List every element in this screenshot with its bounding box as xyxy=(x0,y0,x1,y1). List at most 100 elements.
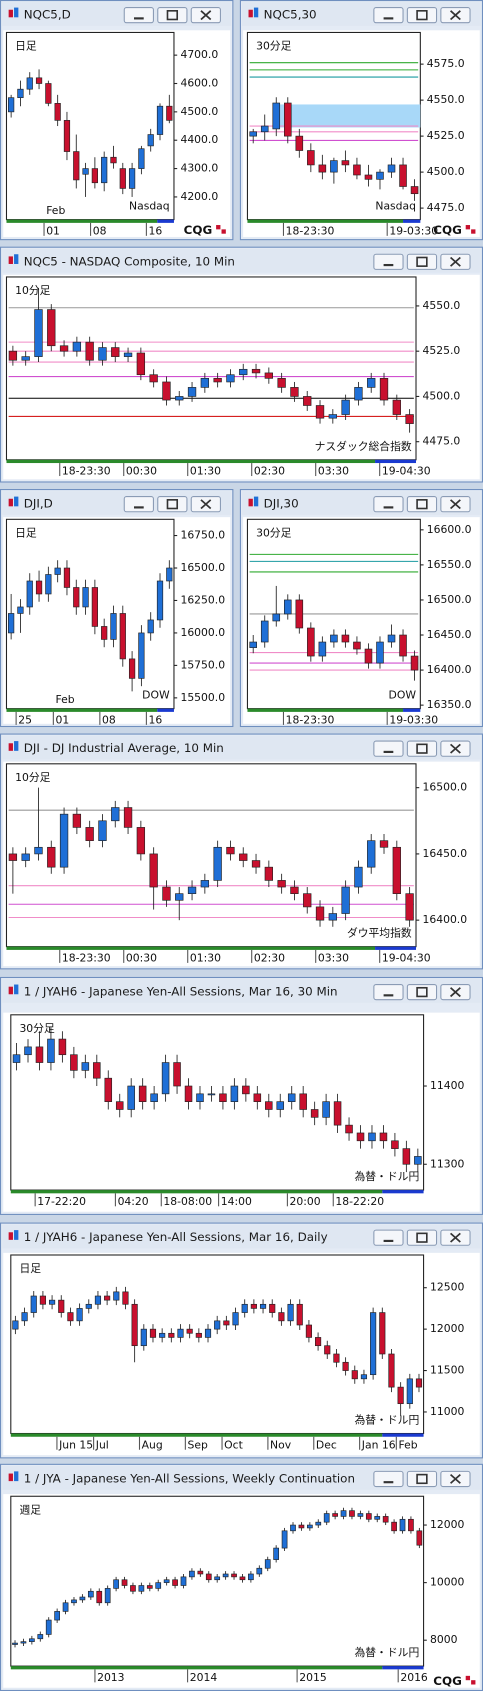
minimize-button[interactable] xyxy=(373,740,404,757)
y-tick-label: 4550.0 xyxy=(427,93,465,106)
candle-body xyxy=(24,1046,32,1056)
chart-note: ナスダック総合指数 xyxy=(315,439,412,453)
candle-body xyxy=(173,1062,181,1087)
candle-body xyxy=(284,102,292,137)
candle-body xyxy=(62,1602,69,1612)
candle-body xyxy=(82,587,89,608)
session-strip xyxy=(6,946,376,950)
y-tick-label: 11500 xyxy=(430,1364,464,1377)
candle-body xyxy=(175,396,184,401)
y-tick-label: 4500.0 xyxy=(427,165,465,178)
minimize-button[interactable] xyxy=(373,1229,404,1246)
chart-note: Nasdaq xyxy=(129,200,170,213)
candle-body xyxy=(79,1596,86,1601)
candle-body xyxy=(180,1576,187,1586)
candle-body xyxy=(8,853,18,861)
y-tick-label: 4700.0 xyxy=(180,48,218,61)
candle-body xyxy=(357,1513,364,1517)
minimize-button[interactable] xyxy=(373,253,404,270)
plot-area xyxy=(5,518,175,710)
maximize-button[interactable] xyxy=(406,740,438,757)
candle-body xyxy=(324,1345,331,1355)
candle-body xyxy=(341,160,350,166)
candle-body xyxy=(405,893,414,921)
maximize-button[interactable] xyxy=(406,1470,438,1488)
candle-body xyxy=(341,886,350,914)
logo-mark xyxy=(465,225,471,230)
minimize-button[interactable] xyxy=(373,1470,404,1488)
candle-body xyxy=(73,587,80,608)
x-tick-label: 19-03:30 xyxy=(389,714,438,727)
x-tick-label: 03:30 xyxy=(318,465,349,478)
cqg-logo: CQG xyxy=(184,223,213,237)
x-tick-label: Oct xyxy=(224,1438,243,1451)
candle-body xyxy=(35,77,43,84)
y-tick-label: 16250.0 xyxy=(180,593,225,606)
y-tick-label: 11400 xyxy=(430,1079,464,1092)
candle-body xyxy=(251,860,261,868)
minimize-button[interactable] xyxy=(373,496,404,513)
x-tick-label: 20:00 xyxy=(290,1195,321,1208)
candle-body xyxy=(81,1062,90,1071)
candle-body xyxy=(365,1513,372,1520)
candle-body xyxy=(232,1312,239,1326)
candle-body xyxy=(328,414,337,419)
candle-body xyxy=(101,156,108,184)
x-tick-label: 01 xyxy=(55,714,69,727)
y-tick-label: 16750.0 xyxy=(180,529,225,542)
window-icon xyxy=(14,1230,19,1240)
maximize-button[interactable] xyxy=(406,496,438,513)
candle-body xyxy=(214,1320,221,1330)
candle-body xyxy=(330,634,338,643)
candle-body xyxy=(71,1599,77,1604)
candle-body xyxy=(360,1374,368,1380)
y-tick-label: 16600.0 xyxy=(427,523,472,536)
title-bar xyxy=(2,1465,481,1490)
candle-body xyxy=(104,1588,111,1604)
candle-body xyxy=(374,1516,381,1520)
candle-body xyxy=(91,587,98,627)
candle-body xyxy=(277,880,286,888)
candle-body xyxy=(149,374,158,383)
session-strip xyxy=(382,1433,424,1437)
y-tick-label: 4500.0 xyxy=(180,105,218,118)
y-tick-label: 4475.0 xyxy=(422,435,460,448)
x-tick-label: Aug xyxy=(142,1438,163,1451)
x-tick-label: 00:30 xyxy=(126,952,157,965)
candle-body xyxy=(414,1156,422,1165)
chart-note: DOW xyxy=(389,689,417,702)
candle-body xyxy=(87,1590,94,1598)
y-tick-label: 12000 xyxy=(430,1322,464,1335)
maximize-button[interactable] xyxy=(157,496,188,513)
candle-body xyxy=(315,1337,322,1347)
maximize-button[interactable] xyxy=(406,983,438,1001)
candle-body xyxy=(162,886,171,901)
candle-body xyxy=(119,168,126,189)
candle-body xyxy=(113,1291,120,1301)
candle-body xyxy=(379,378,389,401)
window-icon xyxy=(14,254,19,264)
candle-body xyxy=(251,368,261,374)
candle-body xyxy=(49,1299,56,1305)
minimize-button[interactable] xyxy=(373,983,404,1001)
minimize-button[interactable] xyxy=(123,7,154,24)
button-icon xyxy=(450,256,461,267)
window-icon xyxy=(8,1473,13,1482)
maximize-button[interactable] xyxy=(406,1229,438,1246)
x-tick-label: 16 xyxy=(149,225,163,238)
maximize-button[interactable] xyxy=(157,7,188,24)
candle-body xyxy=(35,1046,44,1063)
maximize-button[interactable] xyxy=(406,253,438,270)
window-icon xyxy=(253,496,259,507)
candle-body xyxy=(333,1353,340,1363)
x-tick-label: 08 xyxy=(93,225,107,238)
minimize-button[interactable] xyxy=(123,496,154,513)
minimize-button[interactable] xyxy=(373,7,404,24)
candle-body xyxy=(256,1567,263,1575)
candle-body xyxy=(281,1530,288,1549)
candle-body xyxy=(318,164,327,173)
candle-body xyxy=(59,345,69,352)
maximize-button[interactable] xyxy=(406,7,438,24)
candle-body xyxy=(239,853,248,861)
